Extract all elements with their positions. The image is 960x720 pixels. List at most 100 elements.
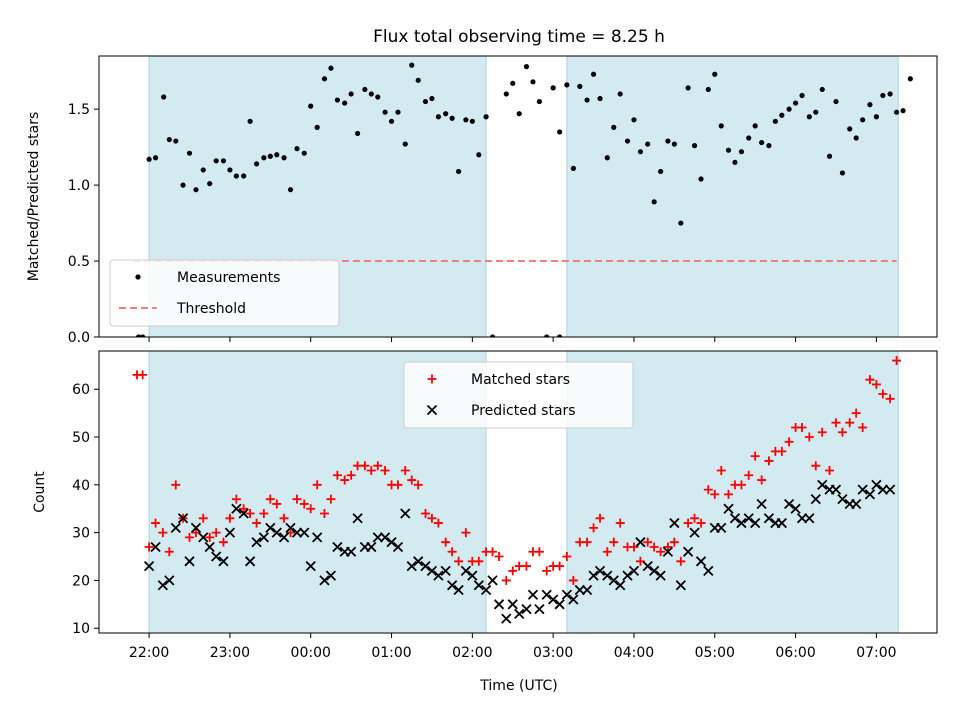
matched-star-point [851, 408, 861, 418]
measurement-point [287, 187, 294, 193]
predicted-star-point [379, 532, 391, 543]
predicted-star-point [588, 570, 599, 581]
measurement-point [435, 114, 442, 120]
matched-star-point [542, 566, 552, 576]
predicted-star-point [366, 541, 377, 553]
matched-star-point [380, 465, 390, 475]
measurement-point [456, 168, 462, 175]
predicted-star-point [244, 556, 256, 567]
measurement-point [792, 100, 799, 106]
measurement-point [900, 108, 906, 114]
chart-title: Flux total observing time = 8.25 h [373, 27, 665, 47]
matched-star-point [171, 480, 181, 490]
matched-star-point [252, 518, 262, 528]
predicted-star-point [460, 565, 472, 577]
predicted-star-point [851, 498, 862, 510]
predicted-star-point [703, 565, 714, 577]
predicted-star-point [689, 527, 700, 538]
measurement-point [658, 168, 664, 175]
matched-star-point [582, 537, 592, 547]
matched-star-point [239, 504, 249, 514]
matched-star-point [703, 485, 713, 495]
matched-star-point [286, 528, 296, 538]
predicted-star-point [763, 513, 775, 524]
x-tick-label: 00:00 [291, 645, 331, 661]
predicted-star-point [453, 584, 464, 596]
matched-star-point [279, 513, 289, 523]
measurement-point [544, 334, 550, 337]
measurement-point [140, 334, 146, 337]
matched-star-point [191, 528, 201, 538]
predicted-star-point [743, 513, 754, 524]
predicted-star-point [534, 603, 545, 615]
matched-star-point [568, 575, 578, 585]
predicted-star-point [325, 570, 337, 581]
matched-star-point [555, 561, 565, 571]
measurement-point [826, 153, 833, 159]
predicted-star-point [177, 513, 189, 524]
measurement-point [166, 136, 172, 143]
matched-star-point [198, 513, 208, 523]
predicted-star-point [204, 541, 215, 553]
matched-star-point [683, 518, 693, 528]
predicted-star-point [271, 527, 282, 538]
predicted-star-point [884, 484, 896, 495]
y-tick-label: 0.0 [68, 330, 90, 346]
matched-star-point [635, 556, 645, 566]
matched-star-point [420, 509, 430, 519]
predicted-star-point [695, 556, 707, 567]
matched-star-point [400, 465, 410, 475]
predicted-star-point [400, 508, 411, 519]
matched-star-point [724, 489, 734, 499]
measurement-point [645, 141, 651, 147]
matched-star-point [602, 547, 612, 557]
matched-star-point [245, 509, 255, 519]
legend-box [403, 361, 634, 429]
predicted-star-point [716, 522, 727, 533]
predicted-star-point [332, 541, 343, 553]
matched-star-point [669, 537, 679, 547]
predicted-star-point [594, 565, 606, 577]
predicted-star-point [386, 537, 397, 548]
matched-star-point [231, 494, 241, 504]
y-tick-label: 60 [72, 382, 90, 398]
predicted-star-point [736, 517, 747, 529]
matched-star-point [615, 518, 625, 528]
measurement-point [422, 98, 429, 105]
measurement-point [180, 182, 186, 188]
matched-star-point [360, 461, 370, 471]
predicted-star-point [817, 479, 828, 490]
y-axis-label: Matched/Predicted stars [26, 112, 42, 282]
matched-star-point [211, 528, 221, 538]
measurement-point [880, 92, 886, 99]
measurement-point [489, 334, 496, 337]
measurement-point [368, 91, 374, 97]
predicted-star-point [871, 479, 882, 490]
predicted-star-point [796, 513, 808, 524]
matched-star-point [218, 537, 228, 547]
predicted-star-point [541, 589, 552, 600]
predicted-star-point [184, 556, 195, 567]
x-axis-label: Time (UTC) [479, 678, 557, 694]
predicted-star-point [251, 537, 262, 548]
predicted-star-point [615, 580, 626, 591]
x-tick-label: 03:00 [533, 645, 573, 661]
matched-star-point [299, 499, 309, 509]
measurement-point [819, 86, 825, 93]
matched-star-point [736, 480, 746, 490]
predicted-star-point [642, 560, 653, 572]
predicted-star-point [480, 584, 492, 596]
predicted-star-point [830, 484, 842, 495]
measurement-point [631, 117, 637, 123]
matched-star-point [494, 552, 504, 562]
predicted-star-point [837, 494, 848, 505]
predicted-star-point [548, 594, 559, 605]
matched-star-point [825, 465, 835, 475]
predicted-star-point [170, 522, 181, 533]
matched-star-point [265, 494, 275, 504]
matched-star-point [845, 418, 855, 428]
measurement-point [510, 80, 516, 86]
matched-star-point [259, 509, 269, 519]
x-tick-label: 22:00 [129, 645, 169, 661]
matched-star-point [696, 518, 706, 528]
